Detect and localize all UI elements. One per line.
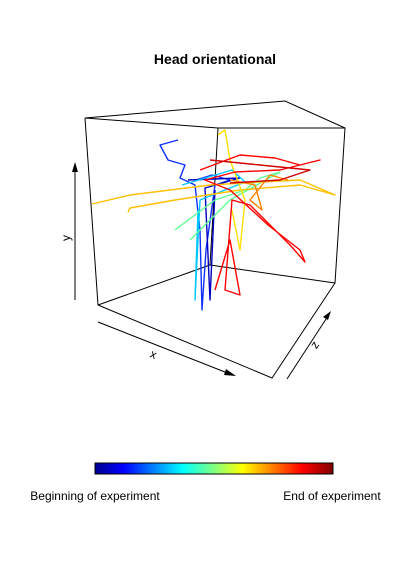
colorbar-start-label: Beginning of experiment bbox=[30, 489, 160, 503]
colorbar bbox=[94, 462, 334, 475]
axis-arrows bbox=[72, 162, 331, 380]
title: Head orientational bbox=[154, 51, 276, 67]
trajectories bbox=[91, 129, 336, 311]
y-axis-label: y bbox=[59, 235, 73, 241]
colorbar-end-label: End of experiment bbox=[283, 489, 381, 503]
x-axis-label: x bbox=[148, 347, 159, 362]
z-axis-label: z bbox=[307, 338, 322, 351]
plot-box bbox=[84, 100, 346, 379]
